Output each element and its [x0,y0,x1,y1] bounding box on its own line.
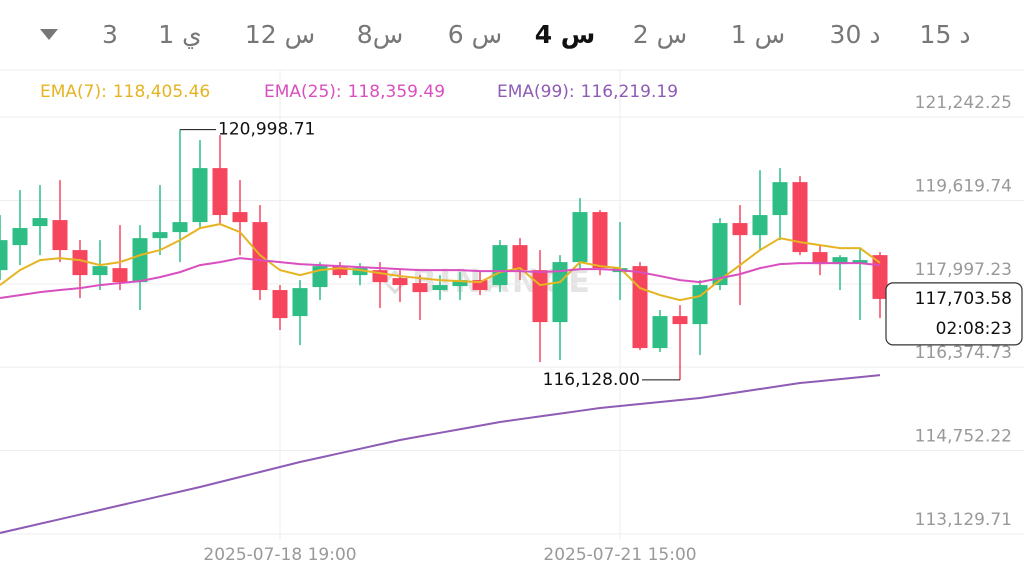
grid [0,70,1024,540]
candle-body [152,232,168,239]
candle-body [692,285,708,325]
timeframe-tab[interactable]: 6 س [448,20,502,49]
timeframe-tab[interactable]: 30 د [830,20,881,49]
candle-body [72,250,88,276]
candle-body [452,280,468,287]
candle-body [492,245,508,286]
dropdown-arrow[interactable] [40,29,58,40]
candle-body [472,280,488,291]
y-tick-label: 119,619.74 [915,176,1012,196]
candle-body [212,168,228,216]
candle-body [592,212,608,269]
candle-body [0,240,8,271]
price-label: 117,703.58 [915,289,1012,309]
timeframe-tab[interactable]: 12 س [245,20,315,49]
min-label: 116,128.00 [543,370,640,390]
candle-body [532,270,548,323]
ema-line [0,223,881,302]
countdown: 02:08:23 [936,319,1012,339]
candle-body [232,212,248,223]
timeframe-tab[interactable]: 2 س [633,20,687,49]
candle-body [632,266,648,349]
candle-body [812,252,828,265]
candle-body [352,268,368,276]
y-tick-label: 116,374.73 [915,343,1012,363]
legend-value: 116,219.19 [581,82,678,102]
x-tick-label: 2025-07-21 15:00 [543,545,696,565]
x-tick-label: 2025-07-18 19:00 [203,545,356,565]
candle-body [512,245,528,271]
ema-line [0,257,881,300]
timeframe-tab[interactable]: 15 د [920,20,971,49]
candle-body [52,220,68,251]
timeframe-tab[interactable]: 1 ي [158,20,201,49]
legend-name: EMA(7): [40,82,107,102]
max-label: 120,998.71 [218,120,315,140]
overlay: 121,242.25 119,619.74 117,997.23 116,374.73… [40,82,1023,565]
candle-body [752,215,768,236]
timeframe-tab[interactable]: 4 س [535,20,596,49]
y-tick-label: 117,997.23 [915,260,1012,280]
candle-body [432,285,448,291]
legend-entry: EMA(25): 118,359.49 [264,82,445,102]
candle-body [712,223,728,286]
candle-body [272,290,288,319]
timeframe-tab[interactable]: 3 [102,20,118,49]
candle-body [392,278,408,286]
plot [0,129,888,534]
legend-value: 118,359.49 [348,82,445,102]
y-tick-label: 121,242.25 [915,93,1012,113]
candle-body [332,266,348,276]
candle-body [32,218,48,227]
candle-body [292,288,308,317]
candle-body [652,316,668,349]
candle-body [672,316,688,325]
candle-body [12,228,28,246]
price-box [885,282,1023,346]
legend-name: EMA(99): [497,82,575,102]
legend-name: EMA(25): [264,82,342,102]
candle-body [732,223,748,236]
candle-body [412,283,428,293]
candle-body [92,266,108,276]
candle-body [772,182,788,216]
candle-body [792,182,808,253]
timeframe-tab[interactable]: 8س [357,20,403,49]
candle-body [872,255,888,299]
candle-body [852,260,868,264]
candle-body [832,257,848,265]
candle-body [172,222,188,233]
y-tick-label: 113,129.71 [915,510,1012,530]
candle-body [112,268,128,283]
candle-body [572,212,588,263]
legend-entry: EMA(7): 118,405.46 [40,82,210,102]
legend-entry: EMA(99): 116,219.19 [497,82,678,102]
timeframe-tab[interactable]: 1 س [731,20,785,49]
ema-line [0,374,881,534]
y-tick-label: 114,752.22 [915,427,1012,447]
candle-body [132,238,148,283]
legend-value: 118,405.46 [113,82,210,102]
candle-body [192,168,208,223]
